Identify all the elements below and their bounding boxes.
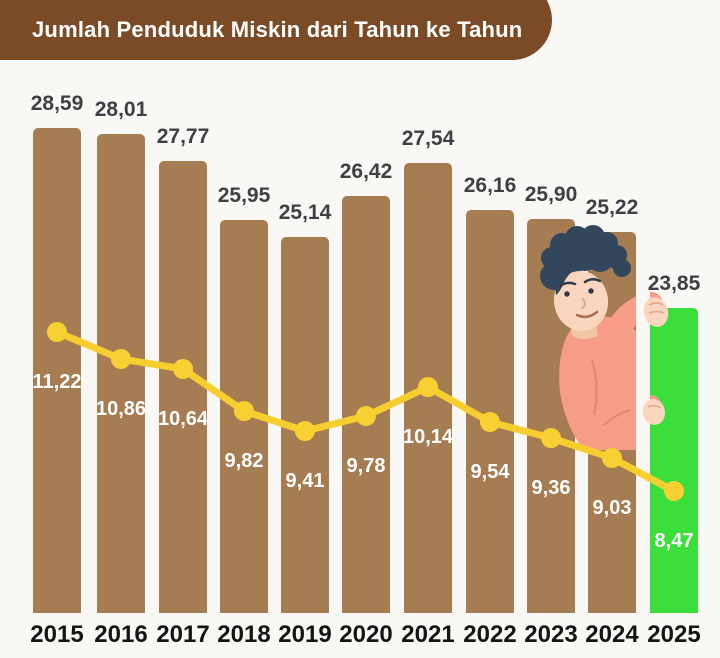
line-value-label: 9,36 xyxy=(531,477,571,499)
bar-value-label: 23,85 xyxy=(647,272,701,295)
line-value-label: 10,64 xyxy=(157,408,209,430)
line-value-label: 8,47 xyxy=(654,530,694,552)
line-value-label: 9,54 xyxy=(470,461,510,483)
bar-value-label: 28,01 xyxy=(94,98,148,121)
bar-2020 xyxy=(342,196,390,613)
bar-2021 xyxy=(404,163,452,613)
bar-value-label: 27,54 xyxy=(401,127,455,150)
line-value-label: 10,86 xyxy=(95,398,147,420)
year-label: 2025 xyxy=(647,621,701,648)
year-label: 2021 xyxy=(401,621,455,648)
line-value-label: 9,03 xyxy=(592,497,632,519)
year-label: 2016 xyxy=(94,621,148,648)
year-label: 2015 xyxy=(30,621,84,648)
page-title: Jumlah Penduduk Miskin dari Tahun ke Tah… xyxy=(32,17,523,42)
line-value-label: 11,22 xyxy=(32,371,82,393)
bar-2016 xyxy=(97,134,145,613)
year-label: 2022 xyxy=(463,621,517,648)
bar-2023 xyxy=(527,219,575,613)
title-banner: Jumlah Penduduk Miskin dari Tahun ke Tah… xyxy=(0,0,552,60)
bar-value-label: 25,14 xyxy=(278,201,332,224)
year-label: 2023 xyxy=(524,621,578,648)
bar-value-label: 25,22 xyxy=(585,196,639,219)
bar-value-label: 28,59 xyxy=(30,92,84,115)
year-label: 2020 xyxy=(339,621,393,648)
line-value-label: 9,78 xyxy=(346,455,386,477)
bar-value-label: 25,90 xyxy=(524,183,578,206)
line-value-label: 9,82 xyxy=(224,450,264,472)
bar-value-label: 25,95 xyxy=(217,184,271,207)
line-value-label: 10,14 xyxy=(402,426,454,448)
bar-value-label: 26,42 xyxy=(339,160,393,183)
year-label: 2019 xyxy=(278,621,332,648)
year-label: 2018 xyxy=(217,621,271,648)
bar-2019 xyxy=(281,237,329,613)
bar-value-label: 27,77 xyxy=(156,125,210,148)
bar-value-label: 26,16 xyxy=(463,174,517,197)
line-value-label: 9,41 xyxy=(285,470,325,492)
year-label: 2024 xyxy=(585,621,639,648)
bar-2022 xyxy=(466,210,514,613)
bar-2017 xyxy=(159,161,207,613)
bar-2025 xyxy=(650,308,698,613)
year-label: 2017 xyxy=(156,621,210,648)
